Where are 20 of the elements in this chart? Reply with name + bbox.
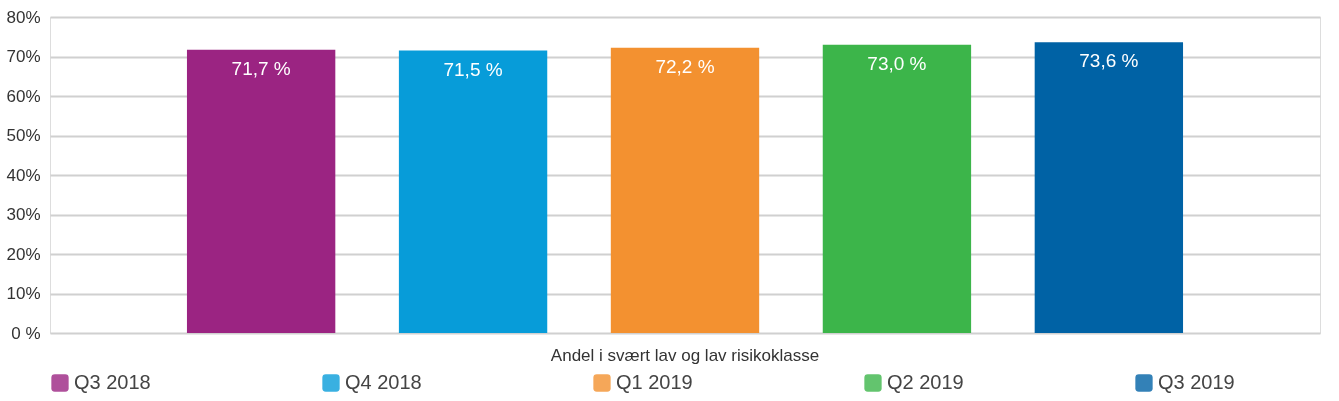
legend-label: Q2 2019 (887, 371, 964, 393)
y-tick-label: 80% (6, 7, 41, 27)
legend-label: Q1 2019 (616, 371, 693, 393)
data-label: 71,5 % (443, 58, 503, 80)
legend-label: Q4 2018 (345, 371, 422, 393)
x-tick-label: Andel i svært lav og lav risikoklasse (550, 345, 820, 365)
y-tick-label: 50% (6, 126, 41, 145)
y-tick-label: 70% (6, 47, 41, 66)
data-label: 72,2 % (655, 55, 715, 77)
y-tick-label: 30% (6, 205, 41, 224)
data-label: 73,6 % (1079, 50, 1139, 72)
y-tick-label: 0 % (11, 323, 41, 343)
y-tick-label: 20% (6, 244, 41, 264)
data-label: 73,0 % (867, 52, 927, 74)
data-label: 71,7 % (231, 57, 291, 79)
legend-label: Q3 2018 (74, 371, 151, 393)
y-tick-label: 60% (6, 86, 41, 106)
y-tick-label: 40% (6, 165, 41, 185)
legend-label: Q3 2019 (1158, 371, 1235, 393)
y-tick-label: 10% (6, 284, 41, 303)
